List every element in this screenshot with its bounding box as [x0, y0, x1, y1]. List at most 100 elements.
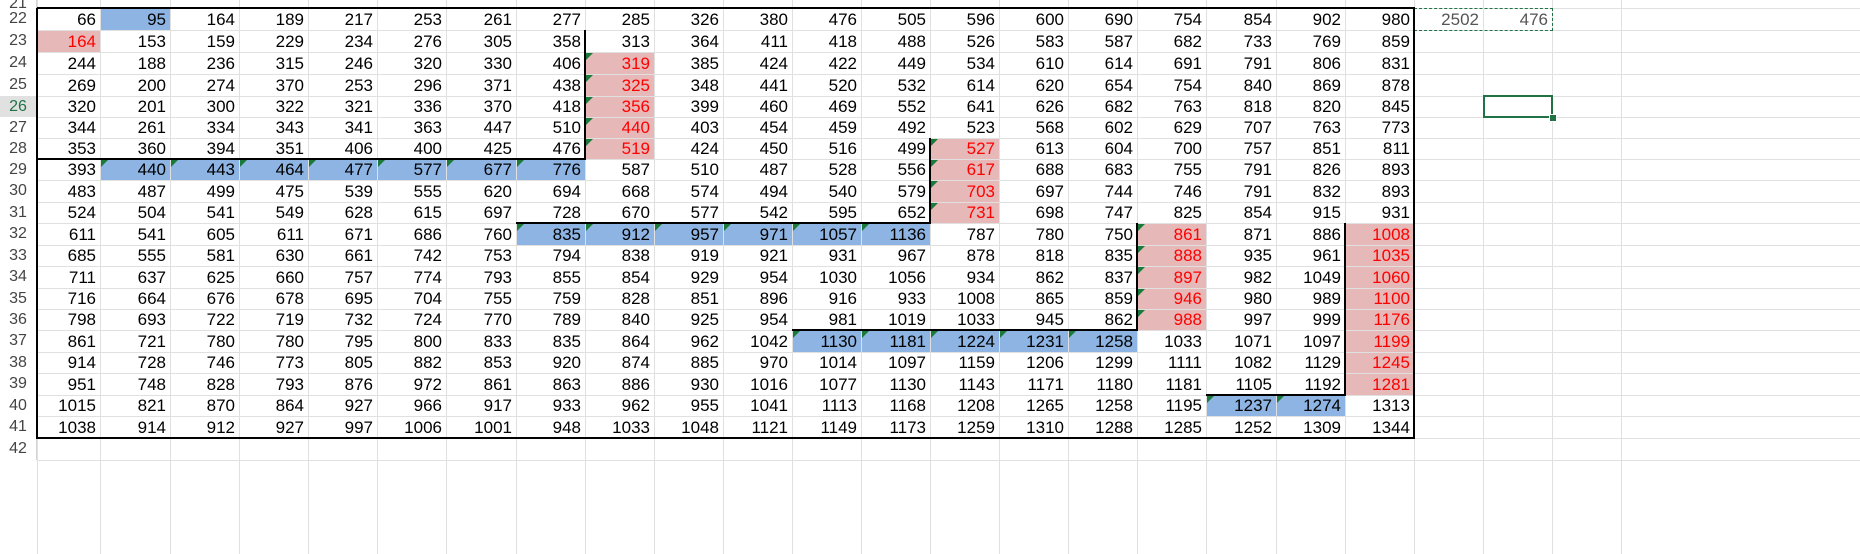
cell[interactable]: 475 — [275, 182, 304, 201]
cell[interactable]: 685 — [67, 246, 96, 265]
active-cell-selection[interactable] — [1483, 95, 1553, 118]
cell[interactable]: 690 — [1104, 10, 1133, 29]
cell[interactable]: 835 — [552, 332, 581, 351]
row-header-23[interactable]: 23 — [0, 30, 37, 52]
cell[interactable]: 668 — [621, 182, 650, 201]
cell[interactable]: 541 — [137, 225, 166, 244]
cell[interactable]: 888 — [1138, 246, 1206, 266]
cell[interactable]: 931 — [1381, 203, 1410, 222]
cell[interactable]: 1224 — [931, 331, 999, 352]
cell[interactable]: 334 — [206, 118, 235, 137]
cell[interactable]: 704 — [413, 289, 442, 308]
cell[interactable]: 399 — [690, 97, 719, 116]
cell[interactable]: 418 — [552, 97, 581, 116]
cell[interactable]: 400 — [413, 139, 442, 158]
cell[interactable]: 534 — [966, 54, 995, 73]
cell[interactable]: 505 — [897, 10, 926, 29]
cell[interactable]: 321 — [344, 97, 373, 116]
row-header-29[interactable]: 29 — [0, 159, 37, 180]
cell[interactable]: 912 — [586, 224, 654, 245]
row-header-42[interactable]: 42 — [0, 438, 37, 460]
cell[interactable]: 700 — [1173, 139, 1202, 158]
cell[interactable]: 876 — [344, 375, 373, 394]
cell[interactable]: 614 — [1104, 54, 1133, 73]
cell[interactable]: 577 — [690, 203, 719, 222]
cell[interactable]: 476 — [828, 10, 857, 29]
cell[interactable]: 929 — [690, 268, 719, 287]
cell[interactable]: 364 — [690, 32, 719, 51]
cell[interactable]: 469 — [828, 97, 857, 116]
cell[interactable]: 845 — [1381, 97, 1410, 116]
row-header-27[interactable]: 27 — [0, 117, 37, 138]
cell[interactable]: 1310 — [1026, 418, 1064, 437]
cell[interactable]: 902 — [1312, 10, 1341, 29]
cell[interactable]: 296 — [413, 76, 442, 95]
cell[interactable]: 934 — [966, 268, 995, 287]
cell[interactable]: 747 — [1104, 203, 1133, 222]
cell[interactable]: 678 — [275, 289, 304, 308]
cell[interactable]: 746 — [1173, 182, 1202, 201]
cell[interactable]: 520 — [828, 76, 857, 95]
cell[interactable]: 341 — [344, 118, 373, 137]
cell[interactable]: 320 — [413, 54, 442, 73]
cell[interactable]: 919 — [690, 246, 719, 265]
cell[interactable]: 1237 — [1207, 396, 1276, 416]
cell[interactable]: 948 — [552, 418, 581, 437]
cell[interactable]: 840 — [621, 310, 650, 329]
cell[interactable]: 798 — [67, 310, 96, 329]
cell[interactable]: 716 — [67, 289, 96, 308]
cell[interactable]: 757 — [1243, 139, 1272, 158]
cell[interactable]: 1082 — [1234, 353, 1272, 372]
cell[interactable]: 746 — [206, 353, 235, 372]
cell[interactable]: 695 — [344, 289, 373, 308]
row-header-39[interactable]: 39 — [0, 373, 37, 395]
cell[interactable]: 954 — [759, 268, 788, 287]
cell[interactable]: 510 — [690, 160, 719, 179]
cell[interactable]: 1019 — [888, 310, 926, 329]
cell[interactable]: 962 — [621, 396, 650, 415]
cell[interactable]: 806 — [1312, 54, 1341, 73]
cell[interactable]: 818 — [1243, 97, 1272, 116]
cell[interactable]: 961 — [1312, 246, 1341, 265]
cell[interactable]: 698 — [1035, 203, 1064, 222]
cell[interactable]: 449 — [897, 54, 926, 73]
row-header-32[interactable]: 32 — [0, 223, 37, 245]
cell[interactable]: 1042 — [750, 332, 788, 351]
cell[interactable]: 494 — [759, 182, 788, 201]
cell[interactable]: 1030 — [819, 268, 857, 287]
cell[interactable]: 380 — [759, 10, 788, 29]
cell[interactable]: 360 — [137, 139, 166, 158]
cell[interactable]: 954 — [759, 310, 788, 329]
cell[interactable]: 595 — [828, 203, 857, 222]
cell[interactable]: 927 — [275, 418, 304, 437]
cell[interactable]: 285 — [621, 10, 650, 29]
cell[interactable]: 1015 — [58, 396, 96, 415]
cell[interactable]: 356 — [586, 97, 654, 117]
cell[interactable]: 682 — [1173, 32, 1202, 51]
cell[interactable]: 188 — [137, 54, 166, 73]
cell[interactable]: 886 — [1312, 225, 1341, 244]
cell[interactable]: 629 — [1173, 118, 1202, 137]
cell[interactable]: 912 — [206, 418, 235, 437]
cell[interactable]: 916 — [828, 289, 857, 308]
cell[interactable]: 694 — [552, 182, 581, 201]
cell[interactable]: 676 — [206, 289, 235, 308]
cell[interactable]: 967 — [897, 246, 926, 265]
cell[interactable]: 540 — [828, 182, 857, 201]
cell[interactable]: 1231 — [1000, 331, 1068, 352]
cell[interactable]: 201 — [137, 97, 166, 116]
cell[interactable]: 541 — [206, 203, 235, 222]
cell[interactable]: 820 — [1312, 97, 1341, 116]
cell[interactable]: 833 — [483, 332, 512, 351]
cell[interactable]: 859 — [1104, 289, 1133, 308]
cell[interactable]: 153 — [137, 32, 166, 51]
cell[interactable]: 793 — [275, 375, 304, 394]
cell[interactable]: 605 — [206, 225, 235, 244]
cell[interactable]: 915 — [1312, 203, 1341, 222]
cell[interactable]: 1130 — [889, 375, 926, 394]
cell[interactable]: 492 — [897, 118, 926, 137]
cell[interactable]: 615 — [413, 203, 442, 222]
cell[interactable]: 358 — [552, 32, 581, 51]
cell[interactable]: 1097 — [1303, 332, 1341, 351]
cell[interactable]: 625 — [206, 268, 235, 287]
